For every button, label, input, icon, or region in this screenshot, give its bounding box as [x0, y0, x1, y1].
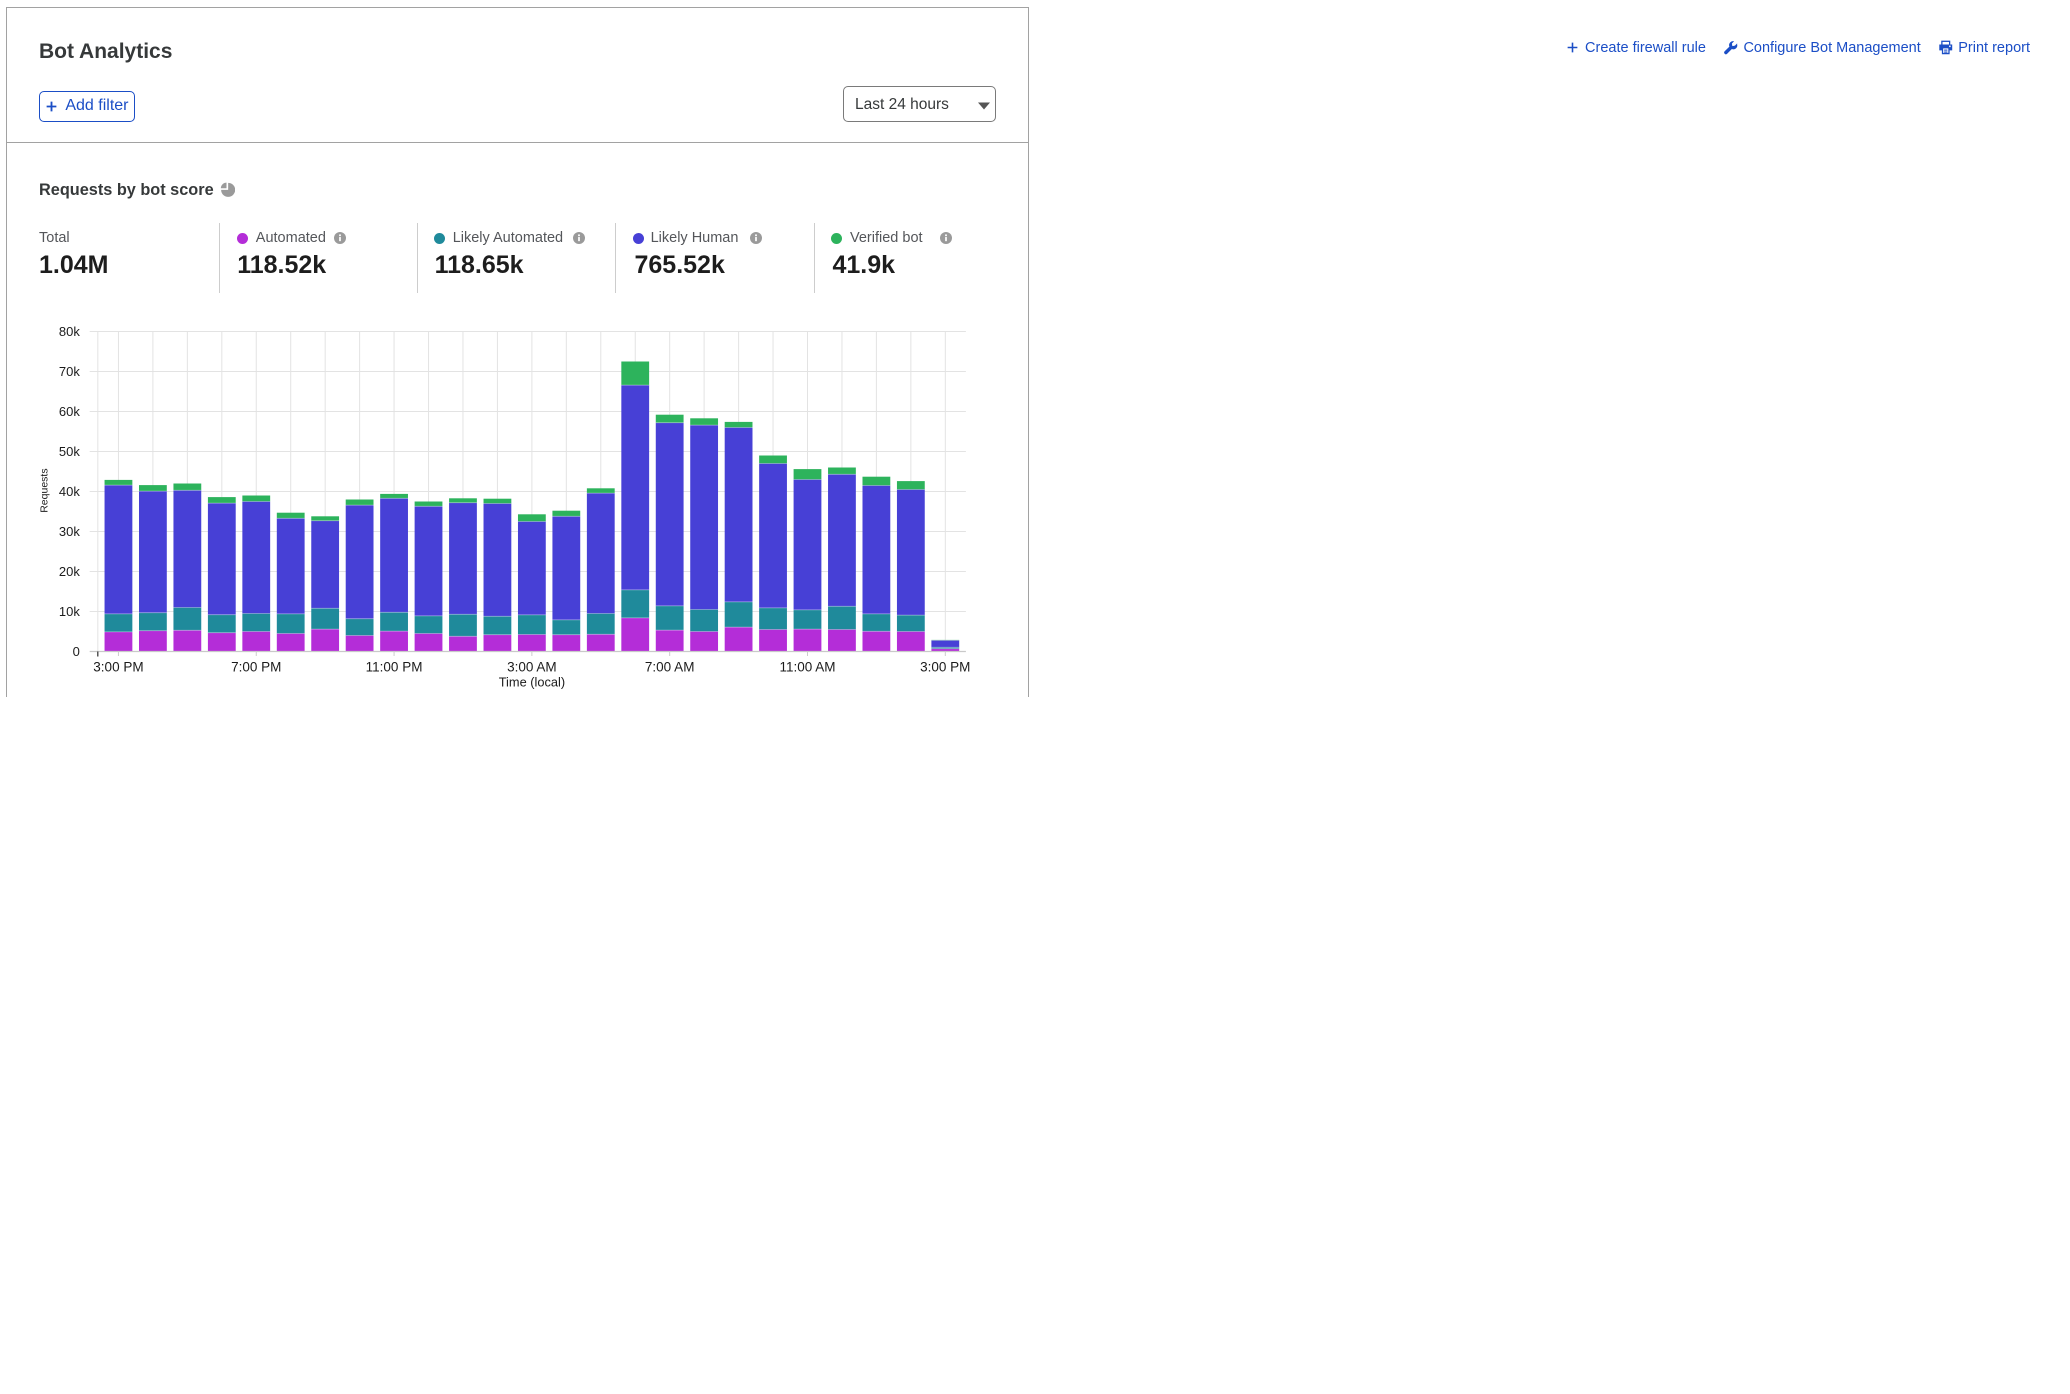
svg-text:0: 0: [73, 644, 80, 659]
svg-text:20k: 20k: [59, 564, 80, 579]
svg-text:70k: 70k: [59, 364, 80, 379]
svg-text:80k: 80k: [59, 324, 80, 339]
svg-text:3:00 PM: 3:00 PM: [93, 659, 143, 674]
svg-text:Requests: Requests: [39, 468, 51, 512]
svg-text:50k: 50k: [59, 444, 80, 459]
svg-text:11:00 AM: 11:00 AM: [779, 659, 835, 674]
svg-text:30k: 30k: [59, 524, 80, 539]
svg-text:7:00 PM: 7:00 PM: [231, 659, 281, 674]
svg-text:3:00 AM: 3:00 AM: [507, 659, 557, 674]
svg-text:11:00 PM: 11:00 PM: [366, 659, 423, 674]
svg-text:Time (local): Time (local): [499, 675, 565, 690]
svg-text:7:00 AM: 7:00 AM: [645, 659, 695, 674]
svg-text:3:00 PM: 3:00 PM: [920, 659, 970, 674]
svg-text:40k: 40k: [59, 484, 80, 499]
svg-text:10k: 10k: [59, 604, 80, 619]
svg-text:60k: 60k: [59, 404, 80, 419]
